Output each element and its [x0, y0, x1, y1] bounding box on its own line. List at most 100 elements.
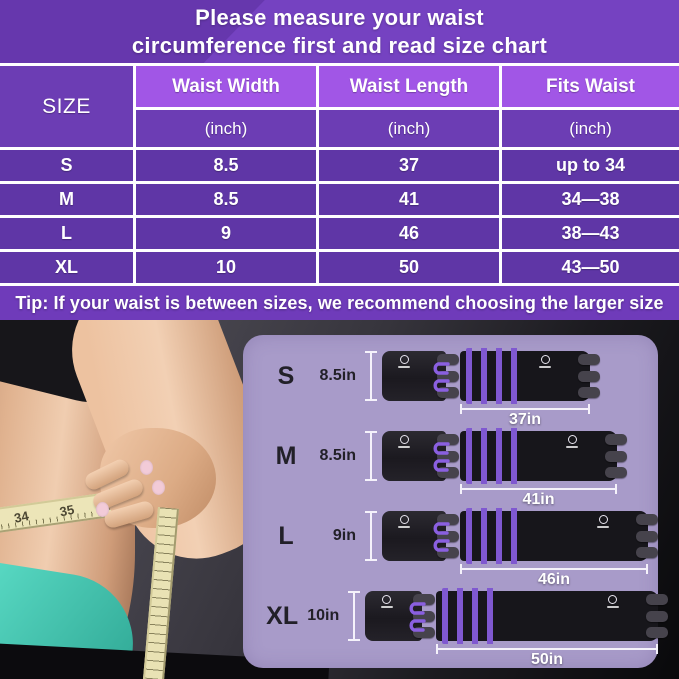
- table-row-m-length: 41: [319, 184, 499, 215]
- strap-hook-icon: [433, 362, 450, 375]
- photo-woman-measuring-waist: 34 35 33: [0, 320, 340, 679]
- length-measure-line: [460, 484, 617, 494]
- band-straps: [466, 428, 522, 484]
- banner-title-line2: circumference first and read size chart: [131, 32, 548, 58]
- band-column: 41in: [460, 428, 627, 509]
- velcro-tab: [437, 547, 459, 558]
- unit-waist-length: (inch): [319, 110, 499, 147]
- table-row-xl-width: 10: [136, 252, 316, 283]
- velcro-tab: [412, 627, 435, 638]
- width-measure-line: [365, 511, 377, 561]
- fingernail-shape: [152, 480, 165, 495]
- velcro-tab: [437, 530, 459, 542]
- band-straps: [466, 348, 522, 404]
- velcro-tab: [578, 354, 600, 365]
- table-row-l-size: L: [0, 218, 133, 249]
- diagram-row-xl: XL 10in: [265, 588, 668, 669]
- tip-banner: Tip: If your waist is between sizes, we …: [0, 286, 679, 320]
- fingernail-shape: [140, 460, 153, 475]
- brand-logo-icon: [596, 515, 610, 528]
- length-measure-line: [460, 404, 590, 414]
- diagram-length-label: 46in: [537, 571, 570, 588]
- velcro-tab: [605, 450, 627, 462]
- brand-logo-icon: [397, 355, 411, 368]
- tape-number: 34: [12, 508, 31, 526]
- length-measure: 50in: [435, 644, 658, 669]
- velcro-tab: [437, 450, 459, 462]
- band-column: 50in: [435, 588, 668, 669]
- velcro-tab: [605, 434, 627, 445]
- velcro-tab: [645, 627, 668, 638]
- fingernail-shape: [96, 502, 109, 517]
- tape-number: 35: [58, 501, 77, 520]
- table-row-s-width: 8.5: [136, 150, 316, 181]
- strap-hook-icon: [409, 602, 426, 615]
- brand-logo-icon: [397, 435, 411, 448]
- band-straps: [466, 508, 522, 564]
- table-row-xl-length: 50: [319, 252, 499, 283]
- column-header-waist-width: Waist Width: [136, 66, 316, 107]
- banner-title-line1: Please measure your waist: [195, 4, 484, 30]
- table-row-m-fits: 34—38: [502, 184, 679, 215]
- table-row-l-length: 46: [319, 218, 499, 249]
- width-measure-line: [349, 591, 359, 641]
- column-header-fits-waist: Fits Waist: [502, 66, 679, 107]
- table-row-s-size: S: [0, 150, 133, 181]
- diagram-row-s: S 8.5in: [265, 348, 658, 429]
- brand-logo-icon: [606, 595, 620, 608]
- table-row-s-fits: up to 34: [502, 150, 679, 181]
- velcro-tab: [437, 387, 459, 398]
- brand-logo-icon: [538, 355, 552, 368]
- unit-fits-waist: (inch): [502, 110, 679, 147]
- strap-hook-icon: [433, 459, 450, 472]
- diagram-size-label: L: [278, 521, 294, 550]
- table-row-xl-fits: 43—50: [502, 252, 679, 283]
- strap-hook-icon: [433, 539, 450, 552]
- length-measure: 46in: [460, 564, 648, 589]
- diagram-row-m: M 8.5in: [265, 428, 658, 509]
- diagram-width-label: 8.5in: [319, 367, 356, 384]
- velcro-tab: [578, 387, 600, 398]
- velcro-tab: [437, 514, 459, 525]
- velcro-tab: [645, 610, 668, 622]
- diagram-size-label: M: [275, 441, 297, 470]
- diagram-length-label: 37in: [508, 411, 541, 428]
- velcro-tab: [636, 530, 658, 542]
- table-row-s-length: 37: [319, 150, 499, 181]
- bottom-section: 34 35 33 S 8.5in: [0, 320, 679, 679]
- waist-wrap-end-piece: [364, 591, 435, 641]
- brand-logo-icon: [380, 595, 394, 608]
- brand-logo-icon: [565, 435, 579, 448]
- length-measure: 37in: [460, 404, 590, 429]
- diagram-row-l: L 9in: [265, 508, 658, 589]
- band-column: 37in: [460, 348, 600, 429]
- diagram-width-label: 9in: [332, 527, 356, 544]
- velcro-tab: [645, 594, 668, 605]
- waist-wrap-band: [460, 508, 658, 564]
- width-measure-line: [365, 351, 377, 401]
- diagram-width-label: 10in: [307, 607, 340, 624]
- velcro-tab: [578, 370, 600, 382]
- waist-wrap-band: [435, 588, 668, 644]
- diagram-length-label: 50in: [530, 651, 563, 668]
- table-row-l-width: 9: [136, 218, 316, 249]
- length-measure-line: [460, 564, 648, 574]
- unit-waist-width: (inch): [136, 110, 316, 147]
- tip-text: Tip: If your waist is between sizes, we …: [15, 292, 664, 313]
- band-straps: [441, 588, 498, 644]
- waist-wrap-band: [460, 348, 600, 404]
- velcro-tab: [437, 434, 459, 445]
- diagram-size-label: XL: [266, 601, 299, 630]
- velcro-tab: [636, 514, 658, 525]
- table-row-m-size: M: [0, 184, 133, 215]
- table-row-xl-size: XL: [0, 252, 133, 283]
- velcro-tab: [636, 547, 658, 558]
- brand-logo-icon: [397, 515, 411, 528]
- waist-wrap-band: [460, 428, 627, 484]
- size-column-header: SIZE: [0, 66, 133, 147]
- velcro-tab: [437, 467, 459, 478]
- table-row-l-fits: 38—43: [502, 218, 679, 249]
- column-header-waist-length: Waist Length: [319, 66, 499, 107]
- strap-hook-icon: [433, 379, 450, 392]
